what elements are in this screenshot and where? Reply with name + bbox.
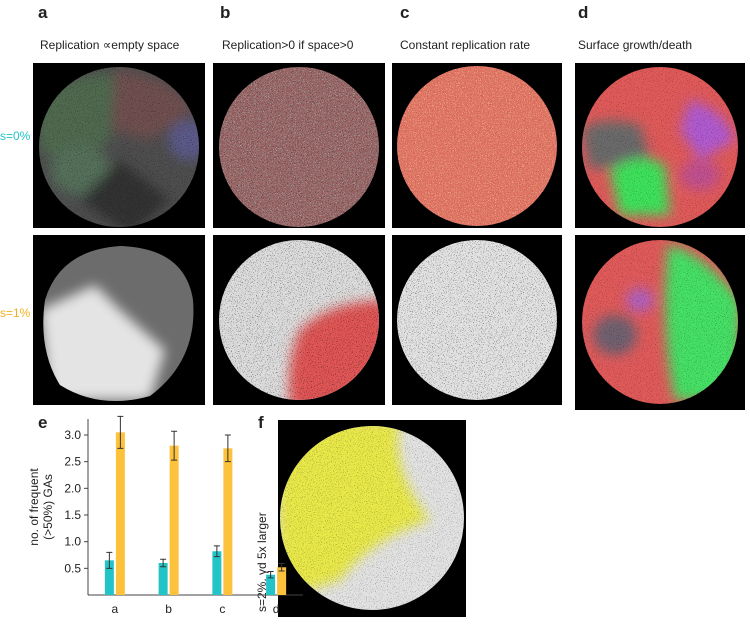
bar (158, 563, 168, 595)
row-label: s=0% (0, 129, 31, 143)
panel-subtitle: Replication ∝empty space (40, 38, 180, 52)
y-tick-label: 3.0 (64, 428, 81, 442)
disc-a2 (43, 246, 194, 402)
error-bar (171, 430, 178, 461)
disc-c2 (397, 240, 557, 400)
y-tick-label: 1.5 (64, 508, 81, 522)
image-panels (33, 63, 745, 617)
error-bar (267, 571, 274, 579)
panel-letter: c (400, 3, 409, 22)
y-tick-label: 0.5 (64, 561, 81, 575)
x-tick-label: c (219, 602, 225, 616)
disc-b2 (219, 240, 379, 400)
disc-b1 (219, 67, 379, 227)
bar (212, 551, 222, 595)
error-bar (213, 545, 220, 558)
labels: a b c d e f Replication ∝empty space Rep… (0, 3, 692, 612)
bar (223, 448, 233, 595)
error-bar (117, 415, 124, 449)
row-label: s=1% (0, 306, 31, 320)
panel-f-label: s=2%, γd 5x larger (255, 512, 269, 612)
bar (169, 445, 179, 595)
error-bar (278, 563, 285, 572)
y-tick-label: 2.0 (64, 481, 81, 495)
error-bar (224, 434, 231, 463)
bar (277, 567, 287, 595)
panel-subtitle: Surface growth/death (578, 38, 692, 52)
y-tick-label: 1.0 (64, 535, 81, 549)
y-axis-label: no. of frequent (27, 468, 41, 546)
panel-letter: b (220, 3, 230, 22)
panel-letter: f (258, 413, 264, 432)
panel-letter: d (578, 3, 588, 22)
bar-chart: 0.5 1.0 1.5 2.0 2.5 3.0 no. of frequent (>50%) … (27, 415, 303, 616)
panel-letter: a (38, 3, 48, 22)
error-bar (160, 558, 167, 568)
bar (266, 574, 276, 595)
disc-d2 (582, 240, 738, 404)
bar (104, 560, 114, 595)
y-axis-label: (>50%) GAs (41, 474, 55, 540)
disc-c1 (397, 66, 557, 226)
panel-subtitle: Constant replication rate (400, 38, 530, 52)
x-tick-label: a (112, 602, 119, 616)
panel-letter: e (38, 413, 47, 432)
bar (115, 432, 125, 595)
x-tick-label: b (165, 602, 172, 616)
panel-subtitle: Replication>0 if space>0 (222, 38, 354, 52)
x-tick-label: d (273, 602, 280, 616)
disc-f (280, 426, 464, 610)
error-bar (106, 551, 113, 569)
disc-d1 (582, 67, 738, 227)
y-tick-label: 2.5 (64, 455, 81, 469)
